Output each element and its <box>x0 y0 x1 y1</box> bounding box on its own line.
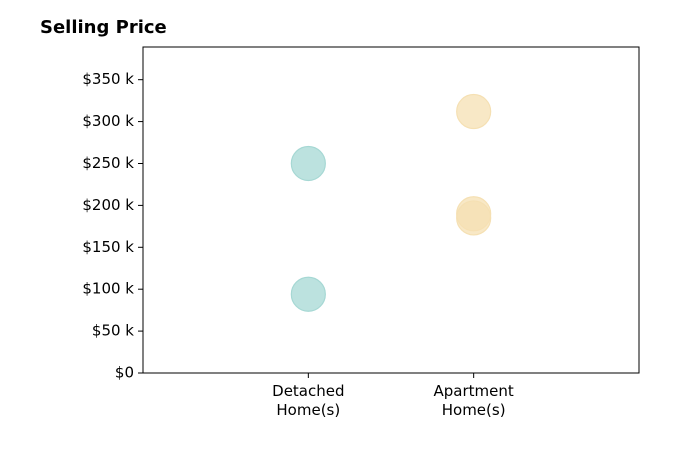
point <box>456 200 492 236</box>
point <box>290 276 326 312</box>
y-tick-label: $50 k <box>92 322 134 340</box>
x-tick-label: Apartment Home(s) <box>433 382 514 419</box>
y-tick-label: $350 k <box>82 70 134 88</box>
y-tick-label: $200 k <box>82 196 134 214</box>
y-tick-label: $150 k <box>82 238 134 256</box>
point <box>290 145 326 182</box>
chart-title: Selling Price <box>40 17 167 38</box>
y-tick-label: $300 k <box>82 112 134 130</box>
plot-frame <box>142 46 640 374</box>
y-tick-label: $250 k <box>82 154 134 172</box>
y-tick-label: $100 k <box>82 280 134 298</box>
y-tick-label: $0 <box>115 364 134 382</box>
point <box>456 93 492 130</box>
x-tick-label: Detached Home(s) <box>272 382 345 419</box>
